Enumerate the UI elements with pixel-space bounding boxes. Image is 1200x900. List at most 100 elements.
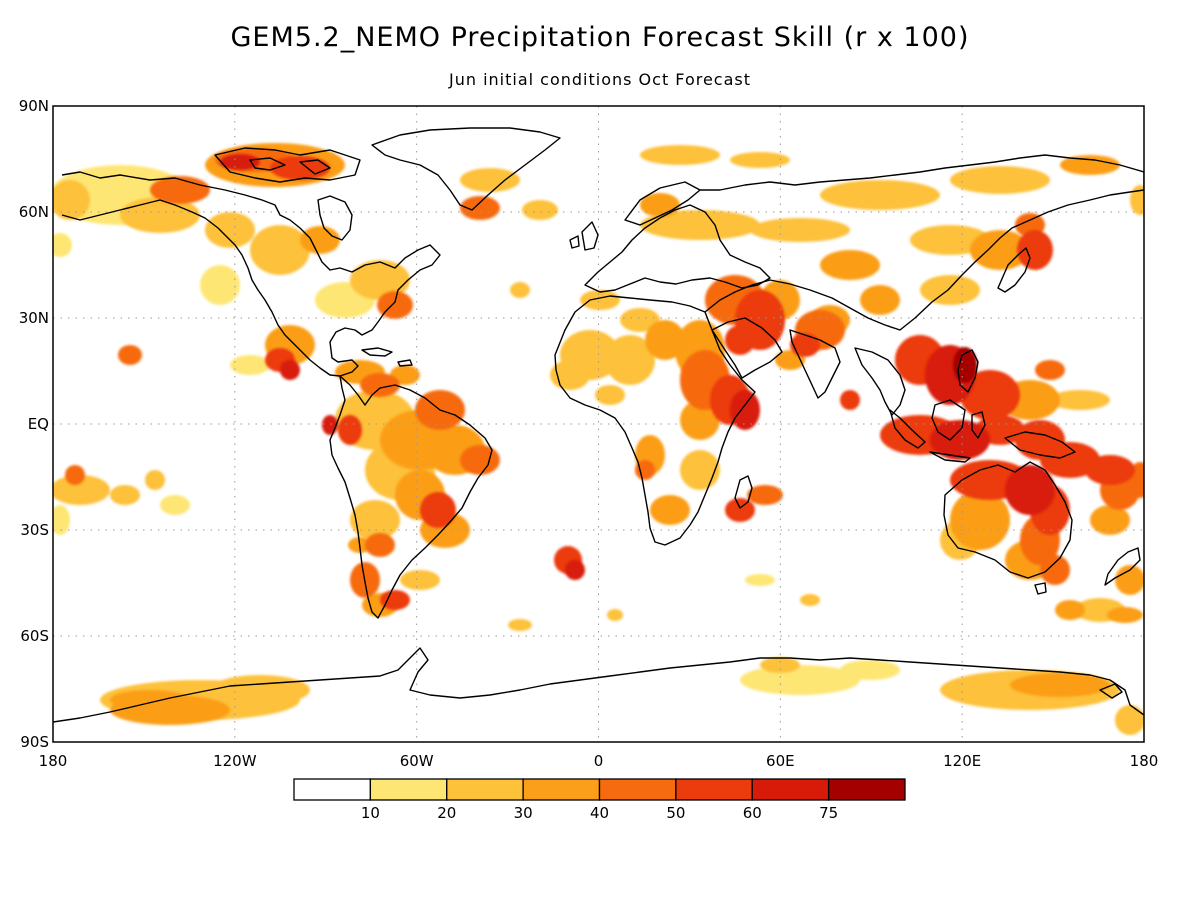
skill-patch: [53, 233, 72, 257]
skill-patch: [145, 470, 165, 490]
skill-patch: [280, 360, 300, 380]
java-coast: [929, 451, 971, 463]
skill-level-1: [53, 165, 900, 695]
north-america-coast: [61, 171, 441, 377]
skill-patch: [1130, 185, 1144, 215]
skill-patch: [1010, 673, 1110, 697]
skill-patch: [250, 225, 310, 275]
colorbar-swatch: [675, 778, 753, 801]
arctic-islands-coast: [214, 147, 361, 183]
greenland-coast: [371, 127, 561, 211]
colorbar-swatch: [522, 778, 601, 801]
lon-label: 0: [594, 752, 604, 770]
latitude-labels: 90N 60N 30N EQ 30S 60S 90S: [19, 97, 49, 751]
antarctica-coast: [53, 647, 1144, 723]
skill-patch: [950, 166, 1050, 194]
skill-patch: [640, 210, 760, 240]
colorbar-label: 30: [514, 804, 533, 822]
lon-label: 180: [1130, 752, 1159, 770]
skill-patch: [508, 619, 532, 631]
arabia-coast: [711, 317, 783, 379]
australia-coast: [943, 461, 1073, 579]
colorbar-swatch: [446, 778, 524, 801]
africa-coast: [554, 295, 756, 546]
sulawesi-coast: [971, 411, 986, 439]
map-frame: [52, 105, 1145, 743]
skill-patch: [53, 475, 110, 505]
skill-patch: [118, 345, 142, 365]
lat-label: 90N: [19, 97, 49, 115]
india-coast: [789, 329, 841, 399]
skill-patch: [950, 490, 1010, 550]
skill-patch: [110, 485, 140, 505]
skill-patch: [790, 333, 820, 357]
japan-coast: [997, 247, 1031, 293]
skill-patch: [338, 415, 362, 445]
skill-patch: [65, 465, 85, 485]
skill-patch: [740, 665, 860, 695]
colorbar-swatch: [827, 778, 906, 801]
lon-label: 60W: [400, 752, 434, 770]
skill-patch: [820, 180, 940, 210]
colorbar-label: 50: [666, 804, 685, 822]
colorbar-label: 75: [819, 804, 838, 822]
skill-patch: [1107, 607, 1143, 623]
map-subtitle: Jun initial conditions Oct Forecast: [448, 70, 752, 89]
skill-patch: [1050, 390, 1110, 410]
philippines-coast: [957, 349, 979, 393]
south-america-coast: [329, 375, 493, 619]
skill-patch: [840, 660, 900, 680]
uk-coast: [581, 221, 599, 251]
new-guinea-coast: [1004, 431, 1076, 459]
skill-patch: [110, 690, 190, 710]
skill-patch: [365, 533, 395, 557]
skill-patch: [210, 675, 310, 705]
lat-label: 60N: [19, 203, 49, 221]
skill-patch: [730, 152, 790, 168]
map-title: GEM5.2_NEMO Precipitation Forecast Skill…: [230, 22, 970, 53]
skill-patch: [650, 495, 690, 525]
skill-patch: [800, 594, 820, 606]
skill-patch: [460, 196, 500, 220]
skill-patch: [605, 335, 655, 385]
lon-label: 180: [39, 752, 68, 770]
skill-patch: [1017, 230, 1053, 270]
lon-label: 120E: [943, 752, 981, 770]
skill-patch: [270, 156, 330, 180]
skill-patch: [205, 212, 255, 248]
skill-patch: [760, 657, 800, 673]
skill-patch: [420, 492, 456, 528]
skill-patch: [1005, 465, 1055, 515]
lat-label: 30S: [20, 521, 49, 539]
colorbar-label: 60: [743, 804, 762, 822]
skill-patch: [730, 390, 760, 430]
skill-patch: [565, 560, 585, 580]
coastlines: [53, 127, 1144, 723]
southeast-asia-coast: [854, 347, 906, 416]
skill-patch: [920, 275, 980, 305]
skill-patch: [200, 265, 240, 305]
lat-label: 60S: [20, 627, 49, 645]
skill-patch: [607, 609, 623, 621]
colorbar-label: 20: [437, 804, 456, 822]
colorbar-swatch: [369, 778, 448, 801]
skill-patch: [1035, 360, 1065, 380]
skill-patch: [840, 390, 860, 410]
skill-patch: [160, 495, 190, 515]
skill-patch: [380, 590, 410, 610]
skill-patch: [460, 168, 520, 192]
skill-patch: [970, 230, 1030, 270]
skill-patch: [230, 355, 270, 375]
skill-patch: [460, 445, 500, 475]
skill-patch: [377, 291, 413, 319]
scandinavia-coast: [624, 181, 701, 226]
skill-patch: [510, 282, 530, 298]
madagascar-coast: [734, 475, 753, 509]
lat-label: 90S: [20, 733, 49, 751]
skill-patch: [640, 145, 720, 165]
skill-patch: [300, 226, 340, 254]
skill-patch: [53, 505, 70, 535]
lat-label: EQ: [28, 415, 49, 433]
skill-patch: [1055, 600, 1085, 620]
